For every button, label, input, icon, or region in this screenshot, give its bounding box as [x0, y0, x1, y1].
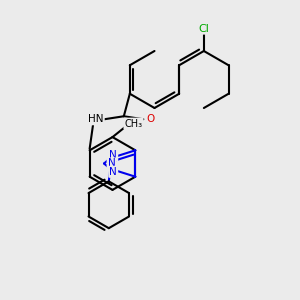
Text: Cl: Cl	[198, 23, 209, 34]
Text: O: O	[147, 114, 155, 124]
Text: N: N	[110, 167, 117, 177]
Text: N: N	[108, 158, 116, 169]
Text: N: N	[110, 150, 117, 160]
Text: HN: HN	[88, 114, 104, 124]
Text: CH₃: CH₃	[124, 118, 142, 129]
